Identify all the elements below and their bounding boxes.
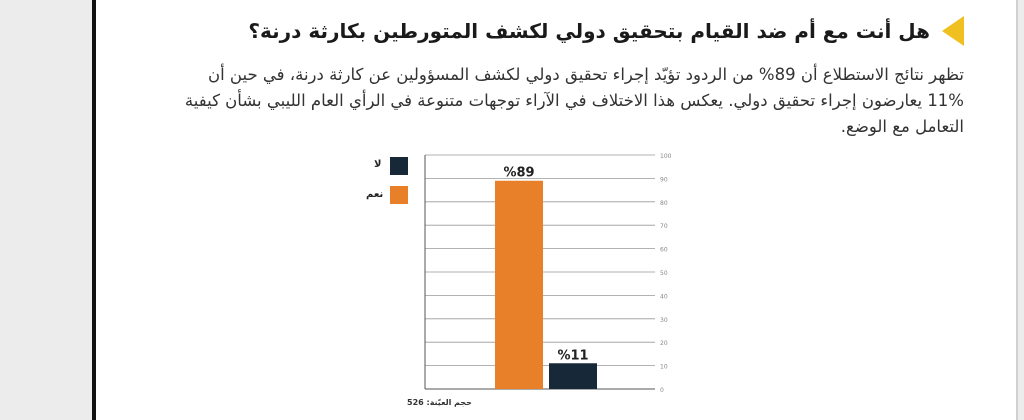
y-tick-label: 50	[660, 270, 668, 277]
triangle-marker-icon	[942, 16, 964, 46]
y-tick-labels: 0 10 20 30 40 50 60 70 80 90 100	[660, 153, 672, 394]
y-tick-label: 70	[660, 223, 668, 230]
y-tick-label: 60	[660, 247, 668, 254]
y-tick-label: 100	[660, 153, 672, 160]
y-tick-label: 10	[660, 364, 668, 371]
legend-swatch-no	[390, 157, 408, 175]
page-title: هل أنت مع أم ضد القيام بتحقيق دولي لكشف …	[248, 19, 930, 43]
y-tick-label: 20	[660, 340, 668, 347]
y-tick-label: 0	[660, 387, 664, 394]
value-label-yes: %89	[503, 166, 534, 181]
y-tick-label: 40	[660, 293, 668, 300]
bars	[495, 180, 597, 389]
y-tick-label: 90	[660, 176, 668, 183]
legend-label-no: لا	[374, 159, 382, 170]
bar-no	[549, 363, 597, 389]
paragraph-line-1: تظهر نتائج الاستطلاع أن 89% من الردود تؤ…	[207, 65, 964, 84]
value-label-no: %11	[557, 348, 588, 363]
summary-paragraph: تظهر نتائج الاستطلاع أن 89% من الردود تؤ…	[124, 62, 964, 140]
y-tick-label: 30	[660, 317, 668, 324]
legend-label-yes: نعم	[366, 189, 384, 200]
paragraph-line-2: 11% يعارضون إجراء تحقيق دولي. يعكس هذا ا…	[184, 91, 964, 110]
document-page	[92, 0, 1018, 420]
sample-size-note: حجم العيّنة: 526	[407, 398, 472, 407]
value-labels: %89 %11	[503, 166, 588, 364]
legend-swatch-yes	[390, 186, 408, 204]
paragraph-line-3: التعامل مع الوضع.	[840, 117, 964, 136]
bar-yes	[495, 180, 543, 389]
question-heading: هل أنت مع أم ضد القيام بتحقيق دولي لكشف …	[248, 16, 964, 46]
y-tick-label: 80	[660, 200, 668, 207]
